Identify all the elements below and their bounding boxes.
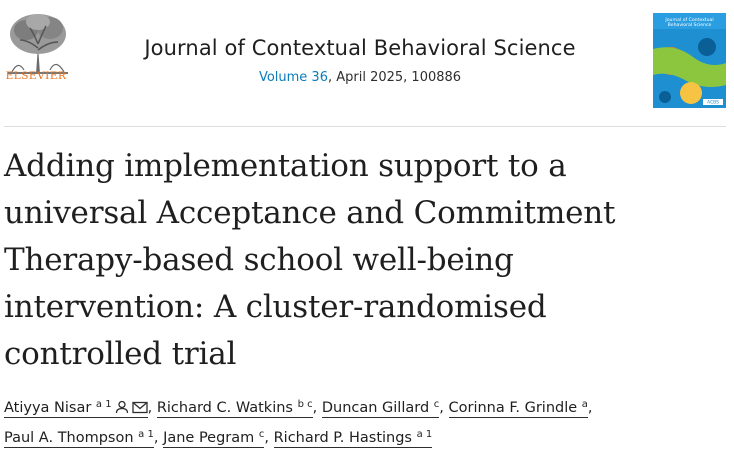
author-list: Atiyya Nisar a 1, Richard C. Watkins b c…	[4, 394, 724, 452]
author-name: Duncan Gillard	[321, 400, 430, 416]
author-affiliation: a 1	[138, 429, 154, 440]
author-name: Corinna F. Grindle	[448, 400, 578, 416]
person-icon	[115, 396, 129, 424]
author-affiliation: c	[258, 429, 265, 440]
volume-link[interactable]: Volume 36	[258, 70, 328, 85]
author-link[interactable]: Atiyya Nisar a 1	[4, 400, 148, 418]
cover-badge: ACBS	[707, 100, 719, 106]
author-name: Jane Pegram	[163, 430, 255, 446]
author-link[interactable]: Corinna F. Grindle a	[448, 399, 588, 418]
author-affiliation: a	[581, 399, 588, 410]
journal-cover-thumbnail[interactable]: Journal of Contextual Behavioral Science…	[653, 13, 726, 108]
article-title: Adding implementation support to a unive…	[4, 148, 616, 372]
article-header: ELSEVIER Journal of Contextual Behaviora…	[0, 0, 734, 126]
journal-block: Journal of Contextual Behavioral Science…	[110, 36, 610, 85]
author-affiliation: c	[433, 399, 440, 410]
author-name: Paul A. Thompson	[4, 430, 134, 446]
author-name: Richard P. Hastings	[273, 430, 412, 446]
publisher-name: ELSEVIER	[5, 70, 67, 82]
cover-title-line: Behavioral Science	[668, 22, 712, 28]
author-link[interactable]: Richard P. Hastings a 1	[273, 429, 433, 448]
author-affiliation: a 1	[95, 399, 112, 410]
author-link[interactable]: Richard C. Watkins b c	[156, 399, 313, 418]
author-name: Atiyya Nisar	[4, 400, 92, 416]
elsevier-logo[interactable]	[4, 10, 72, 86]
author-link[interactable]: Paul A. Thompson a 1	[4, 430, 154, 448]
cover-title-line: Journal of Contextual	[664, 17, 713, 23]
journal-title-link[interactable]: Journal of Contextual Behavioral Science	[144, 36, 576, 60]
header-divider	[4, 126, 726, 127]
email-icon	[131, 396, 148, 424]
journal-meta: Volume 36, April 2025, 100886	[110, 70, 610, 85]
author-affiliation: b c	[297, 399, 313, 410]
author-link[interactable]: Jane Pegram c	[163, 429, 265, 448]
author-affiliation: a 1	[416, 429, 433, 440]
journal-cover-image-icon: Journal of Contextual Behavioral Science…	[653, 13, 726, 108]
author-link[interactable]: Duncan Gillard c	[321, 399, 440, 418]
author-name: Richard C. Watkins	[156, 400, 293, 416]
issue-info: , April 2025, 100886	[327, 70, 462, 85]
elsevier-tree-icon	[4, 10, 72, 78]
